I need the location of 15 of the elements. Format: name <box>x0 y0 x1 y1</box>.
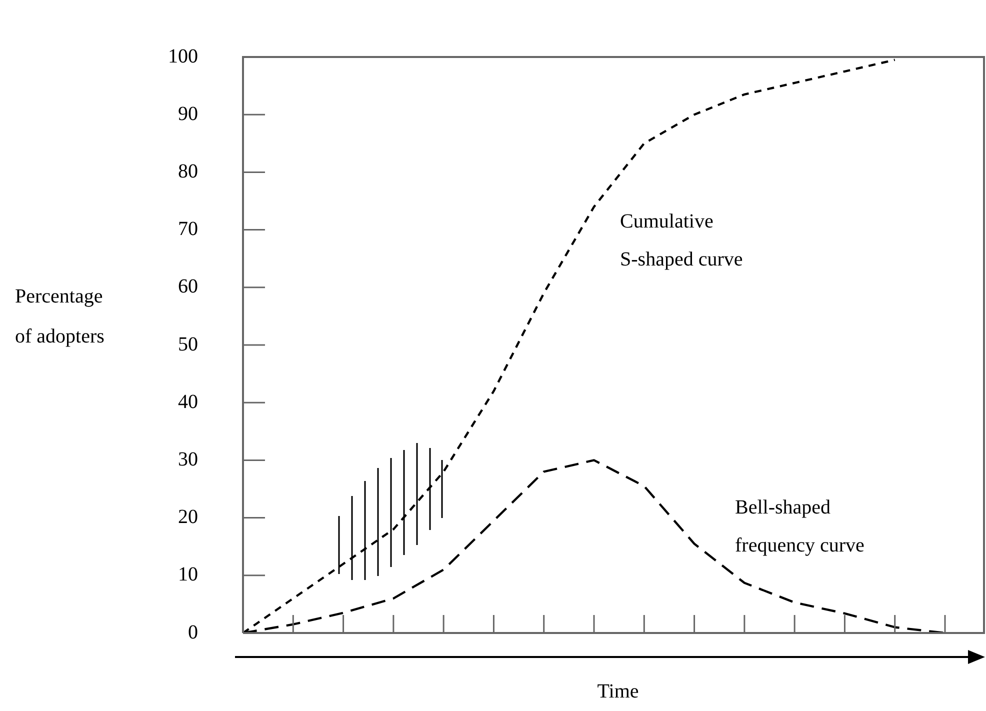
y-axis-title: Percentage of adopters <box>15 285 105 348</box>
x-axis-title: Time <box>597 680 639 702</box>
annotation: Bell-shaped frequency curve <box>735 496 864 556</box>
y-tick-label: 100 <box>168 45 198 68</box>
y-tick-label: 60 <box>178 276 198 298</box>
y-tick-label: 50 <box>178 333 198 356</box>
y-tick-label: 70 <box>178 218 198 240</box>
y-tick-label: 0 <box>188 621 198 644</box>
annotation: Cumulative S-shaped curve <box>620 210 743 270</box>
y-tick-label: 10 <box>178 564 198 586</box>
y-tick-label: 90 <box>178 102 198 125</box>
y-tick-label: 30 <box>178 448 198 470</box>
y-tick-label: 80 <box>178 160 198 182</box>
y-tick-label: 40 <box>178 390 198 413</box>
y-tick-label: 20 <box>178 506 198 528</box>
